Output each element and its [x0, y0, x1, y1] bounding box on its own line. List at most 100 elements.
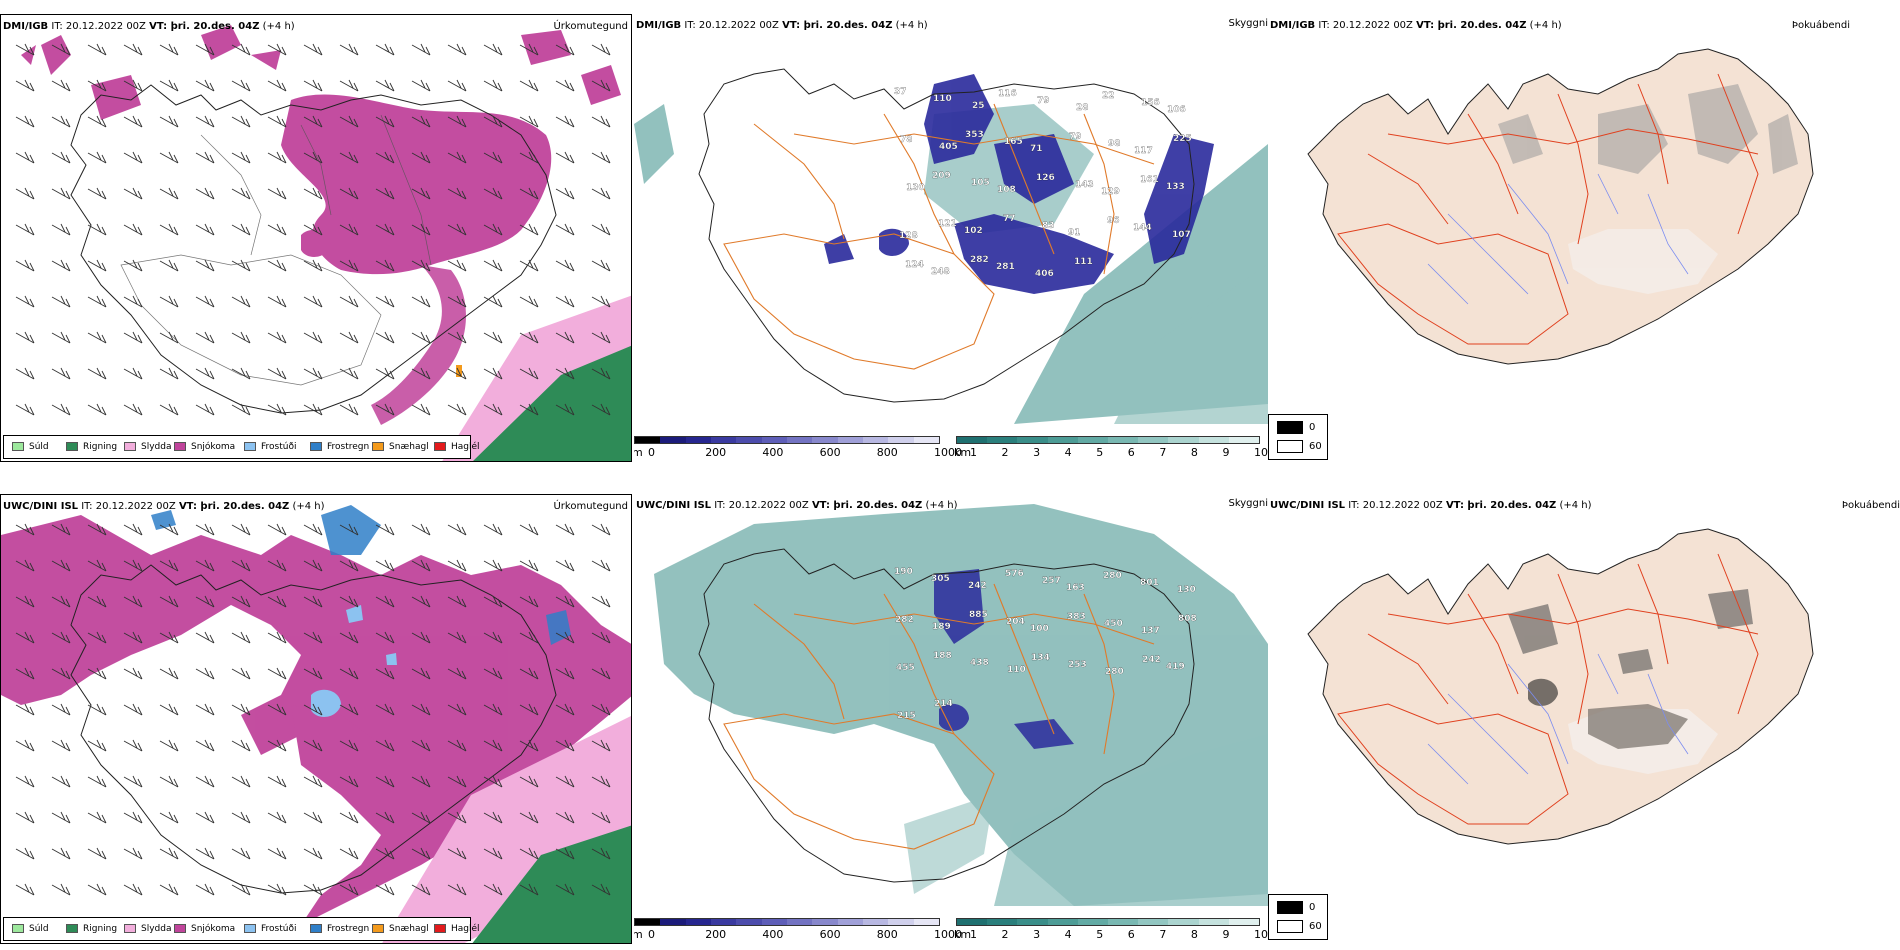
visibility-value-label: 79	[1037, 96, 1050, 106]
wind-barb	[303, 811, 323, 824]
rain-areas	[472, 825, 631, 943]
colorbar-segment	[1108, 437, 1139, 443]
wind-barb	[483, 223, 503, 236]
rivers	[1427, 653, 1689, 785]
wind-barb	[483, 847, 503, 860]
wind-barb	[555, 367, 575, 380]
wind-barb	[267, 43, 287, 56]
wind-barb	[15, 115, 35, 128]
colorbar-tick: 3	[1033, 928, 1041, 941]
visibility-value-label: 129	[1101, 187, 1120, 197]
colorbar-tick: 4	[1064, 446, 1072, 459]
visibility-value-label: 111	[1074, 257, 1093, 267]
wind-barb	[591, 403, 611, 416]
colorbar-tick: 1	[970, 446, 977, 459]
wind-barb	[375, 43, 395, 56]
iceland-land	[1307, 528, 1814, 845]
wind-barb	[123, 259, 143, 272]
init-time: IT: 20.12.2022 00Z	[1318, 20, 1413, 31]
legend-swatch	[372, 442, 384, 451]
legend-item-frostregn: Frostregn	[310, 442, 369, 453]
colorbar-segment	[1077, 437, 1109, 443]
wind-barb	[15, 883, 35, 896]
wind-barb	[159, 811, 179, 824]
wind-barb	[303, 187, 323, 200]
wind-barb	[519, 43, 539, 56]
wind-barb	[555, 703, 575, 716]
wind-barb	[447, 259, 467, 272]
wind-barb	[555, 559, 575, 572]
colorbar-segment	[1047, 437, 1078, 443]
wind-barb	[15, 367, 35, 380]
wind-barb	[555, 151, 575, 164]
roads	[723, 103, 1155, 370]
wind-barb	[375, 631, 395, 644]
legend-label: Frostregn	[327, 924, 370, 934]
wind-barb	[195, 223, 215, 236]
colorbar-tick: 600	[819, 928, 841, 941]
colorbar-tick: 0	[648, 446, 655, 459]
wind-barb	[555, 259, 575, 272]
wind-barb	[339, 367, 359, 380]
wind-barb	[339, 739, 359, 752]
colorbar-segment	[761, 437, 787, 443]
init-time: IT: 20.12.2022 00Z	[714, 500, 809, 511]
wind-barb	[303, 739, 323, 752]
colorbar-segment	[837, 919, 863, 925]
visibility-value-label: 124	[905, 260, 924, 270]
visibility-value-label: 96	[1107, 216, 1120, 226]
visibility-value-label: 163	[1066, 583, 1085, 593]
legend-label: Slydda	[141, 924, 172, 934]
wind-barb	[159, 595, 179, 608]
wind-barb	[483, 115, 503, 128]
wind-barb	[411, 595, 431, 608]
precip-header-top: DMI/IGB IT: 20.12.2022 00Z VT: þri. 20.d…	[3, 21, 295, 33]
visibility-header-top: DMI/IGB IT: 20.12.2022 00Z VT: þri. 20.d…	[636, 20, 928, 32]
wind-barb	[123, 79, 143, 92]
wind-barb	[51, 115, 71, 128]
colorbar-segment	[710, 437, 737, 443]
wind-barb	[303, 43, 323, 56]
wind-barb	[483, 739, 503, 752]
wind-barb	[375, 223, 395, 236]
wind-barb	[447, 739, 467, 752]
wind-barb	[483, 775, 503, 788]
wind-barb	[87, 631, 107, 644]
wind-barb	[267, 667, 287, 680]
colorbar-tick: 600	[819, 446, 841, 459]
legend-label: Súld	[29, 442, 49, 452]
wind-barb	[123, 883, 143, 896]
wind-barb	[447, 403, 467, 416]
wind-barb	[267, 115, 287, 128]
colorbar-tick: 10	[1254, 446, 1268, 459]
wind-barb	[555, 115, 575, 128]
panel-title: Skyggni	[1228, 18, 1268, 29]
colorbar-segment	[1228, 437, 1260, 443]
wind-barb	[375, 79, 395, 92]
wind-barb	[447, 331, 467, 344]
visibility-value-label: 37	[894, 87, 907, 97]
wind-barb	[267, 559, 287, 572]
colorbar-segment	[888, 437, 914, 443]
legend-item-súld: Súld	[12, 924, 49, 935]
colorbar-segment	[786, 919, 813, 925]
colorbar-tick: 8	[1190, 928, 1198, 941]
wind-barb	[159, 703, 179, 716]
colorbar-tick: 200	[705, 446, 727, 459]
wind-barb	[123, 631, 143, 644]
wind-barb	[519, 883, 539, 896]
legend-item-snæhagl: Snæhagl	[372, 924, 429, 935]
wind-barb	[447, 775, 467, 788]
colorbar-unit: km	[954, 446, 972, 459]
wind-barb	[123, 559, 143, 572]
wind-barb	[375, 847, 395, 860]
wind-barb	[411, 631, 431, 644]
legend-label: Snjókoma	[191, 924, 236, 934]
visibility-colorbar-km	[956, 918, 1260, 926]
visibility-value-label: 79	[1069, 132, 1082, 142]
wind-barb	[447, 631, 467, 644]
legend-swatch	[66, 442, 78, 451]
wind-barb	[267, 187, 287, 200]
legend-item-frostúði: Frostúði	[244, 442, 296, 453]
wind-barb	[231, 739, 251, 752]
